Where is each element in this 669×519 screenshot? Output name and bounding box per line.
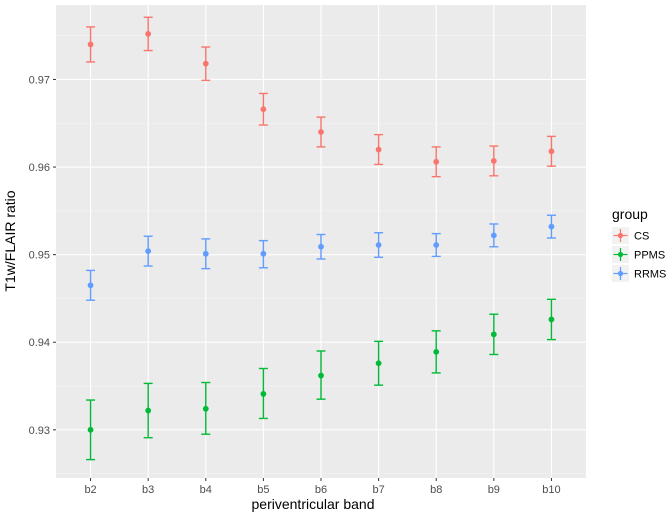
data-point	[548, 316, 555, 323]
data-point	[433, 348, 440, 355]
series-layer	[86, 16, 556, 461]
y-tick-label: 0.97	[29, 74, 50, 86]
legend-key-point	[617, 270, 624, 277]
legend-key-point	[617, 251, 624, 258]
x-tick-label: b7	[372, 484, 384, 496]
data-point	[87, 426, 94, 433]
data-point	[490, 158, 497, 164]
data-point	[548, 148, 555, 155]
series-rrms	[86, 214, 556, 301]
data-point	[145, 31, 152, 37]
data-point	[260, 250, 267, 257]
data-point	[490, 232, 497, 239]
data-point	[202, 60, 209, 67]
series-cs	[86, 16, 556, 178]
x-tick-label: b2	[84, 484, 96, 496]
legend-title: group	[612, 206, 648, 222]
data-point	[548, 223, 555, 230]
y-tick-label: 0.93	[29, 425, 50, 437]
y-axis-title: T1w/FLAIR ratio	[2, 190, 18, 291]
data-point	[87, 41, 94, 48]
data-point	[433, 158, 440, 165]
data-point	[145, 407, 152, 414]
data-point	[375, 360, 382, 367]
legend-label-ppms: PPMS	[634, 250, 665, 262]
x-tick-label: b3	[142, 484, 154, 496]
legend-label-cs: CS	[634, 231, 649, 243]
data-point	[318, 129, 324, 135]
data-point	[260, 106, 267, 113]
y-tick-label: 0.96	[29, 162, 50, 174]
x-tick-label: b9	[488, 484, 500, 496]
x-tick-label: b6	[315, 484, 327, 496]
data-point	[260, 391, 267, 397]
legend-key-point	[617, 232, 624, 239]
data-point	[202, 405, 209, 412]
y-axis: 0.93 0.94 0.95 0.96 0.97	[29, 74, 56, 437]
data-point	[433, 242, 440, 248]
legend-label-rrms: RRMS	[634, 269, 666, 281]
x-axis: b2 b3 b4 b5 b6 b7 b8 b9 b10	[84, 478, 561, 496]
data-point	[202, 250, 209, 257]
data-point	[87, 282, 94, 289]
data-point	[145, 248, 152, 255]
y-tick-label: 0.94	[29, 337, 50, 349]
data-point	[318, 243, 324, 250]
x-axis-title: periventricular band	[252, 496, 375, 512]
x-tick-label: b4	[200, 484, 212, 496]
y-tick-label: 0.95	[29, 250, 50, 262]
x-tick-label: b8	[430, 484, 442, 496]
data-point	[318, 372, 324, 379]
x-tick-label: b5	[257, 484, 269, 496]
legend: group CS PPMS RRMS	[612, 206, 666, 282]
x-tick-label: b10	[542, 484, 560, 496]
series-ppms	[86, 298, 556, 461]
data-point	[375, 242, 382, 248]
data-point	[375, 146, 382, 153]
data-point	[490, 331, 497, 338]
